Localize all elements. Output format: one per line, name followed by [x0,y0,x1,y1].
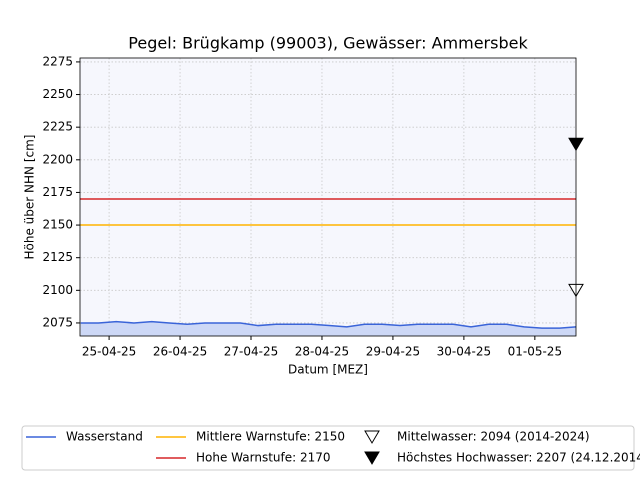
plot-frame [79,57,577,337]
y-tick-label: 2125 [42,250,73,264]
x-tick-label: 30-04-25 [437,345,491,359]
legend-swatch [364,430,380,444]
y-tick-label: 2250 [42,87,73,101]
x-tick-label: 26-04-25 [153,345,207,359]
x-tick-label: 01-05-25 [508,345,562,359]
x-tick-label: 25-04-25 [82,345,136,359]
y-axis-label: Höhe über NHN [cm] [23,135,37,260]
chart-title: Pegel: Brügkamp (99003), Gewässer: Ammer… [128,34,528,53]
y-tick-label: 2200 [42,152,73,166]
area-fill [80,321,576,336]
x-tick-label: 27-04-25 [224,345,278,359]
y-tick-label: 2225 [42,120,73,134]
x-axis-label: Datum [MEZ] [288,363,368,377]
y-tick-label: 2100 [42,283,73,297]
legend-label: Mittelwasser: 2094 (2014-2024) [397,430,590,444]
legend-label: Hohe Warnstufe: 2170 [196,451,331,465]
legend-label: Höchstes Hochwasser: 2207 (24.12.2014) [397,451,640,465]
x-tick-label: 29-04-25 [366,345,420,359]
legend-label: Wasserstand [66,430,143,444]
y-tick-label: 2075 [42,315,73,329]
legend-label: Mittlere Warnstufe: 2150 [196,430,345,444]
y-tick-label: 2150 [42,218,73,232]
line-series [80,320,577,329]
y-tick-label: 2175 [42,185,73,199]
legend-swatch [364,451,380,465]
plot-background [80,58,576,336]
y-tick-label: 2275 [42,54,73,68]
x-tick-label: 28-04-25 [295,345,349,359]
